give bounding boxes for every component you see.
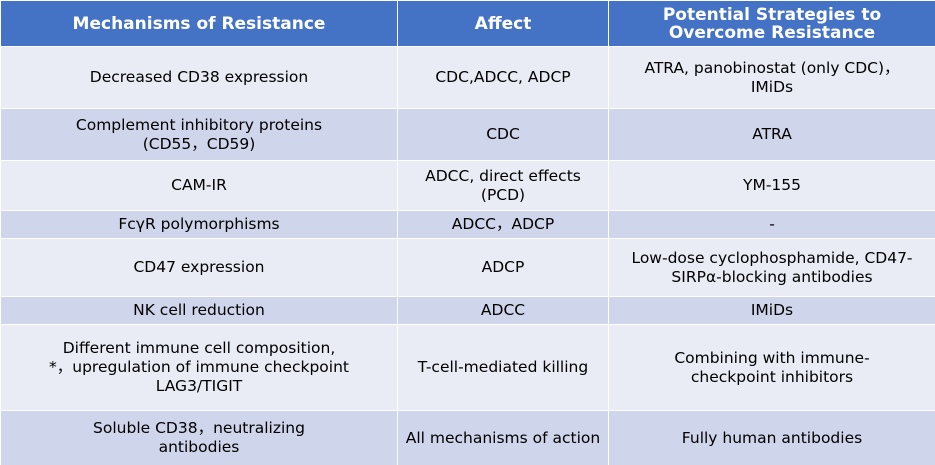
cell-text: - bbox=[769, 215, 775, 233]
cell-text: CDC,ADCC, ADCP bbox=[435, 68, 571, 86]
cell-text: IMiDs bbox=[750, 301, 794, 319]
table-row: Complement inhibitory proteins (CD55，CD5… bbox=[0, 108, 935, 161]
cell-text: Combining with immune-checkpoint inhibit… bbox=[674, 348, 870, 386]
cell-strategy: ATRA, panobinostat (only CDC)，IMiDs bbox=[608, 46, 935, 109]
cell-mechanism: Decreased CD38 expression bbox=[0, 46, 398, 109]
cell-strategy: - bbox=[608, 210, 935, 239]
cell-affect: CDC,ADCC, ADCP bbox=[397, 46, 609, 109]
cell-affect: CDC bbox=[397, 108, 609, 161]
cell-text: CD47 expression bbox=[133, 258, 265, 276]
cell-text: Decreased CD38 expression bbox=[89, 68, 309, 86]
cell-text: ADCP bbox=[481, 258, 525, 276]
table-row: Soluble CD38，neutralizing antibodies All… bbox=[0, 410, 935, 465]
cell-affect: ADCP bbox=[397, 238, 609, 297]
cell-text: All mechanisms of action bbox=[405, 428, 601, 447]
cell-text: CAM-IR bbox=[171, 176, 227, 194]
header-strategies-label: Potential Strategies to Overcome Resista… bbox=[662, 4, 882, 43]
cell-strategy: IMiDs bbox=[608, 296, 935, 325]
cell-strategy: Low-dose cyclophosphamide, CD47-SIRPα-bl… bbox=[608, 238, 935, 297]
cell-affect: ADCC bbox=[397, 296, 609, 325]
cell-text: Fully human antibodies bbox=[681, 428, 863, 447]
table-row: FcγR polymorphisms ADCC，ADCP - bbox=[0, 210, 935, 239]
cell-mechanism: CAM-IR bbox=[0, 160, 398, 211]
header-mechanisms-label: Mechanisms of Resistance bbox=[72, 13, 326, 34]
cell-mechanism: FcγR polymorphisms bbox=[0, 210, 398, 239]
table-row: CD47 expression ADCP Low-dose cyclophosp… bbox=[0, 238, 935, 297]
cell-text: ATRA, panobinostat (only CDC)，IMiDs bbox=[644, 58, 900, 96]
cell-text: ADCC bbox=[480, 301, 526, 319]
table-row: CAM-IR ADCC, direct effects (PCD) YM-155 bbox=[0, 160, 935, 211]
cell-text: NK cell reduction bbox=[133, 301, 265, 319]
cell-text: Complement inhibitory proteins (CD55，CD5… bbox=[75, 115, 323, 153]
cell-text: T-cell-mediated killing bbox=[417, 358, 589, 376]
cell-mechanism: CD47 expression bbox=[0, 238, 398, 297]
cell-affect: T-cell-mediated killing bbox=[397, 324, 609, 411]
cell-mechanism: Soluble CD38，neutralizing antibodies bbox=[0, 410, 398, 465]
cell-text: FcγR polymorphisms bbox=[118, 215, 280, 233]
cell-text: ATRA bbox=[752, 125, 792, 143]
cell-text: Soluble CD38，neutralizing antibodies bbox=[93, 419, 305, 456]
header-affect-label: Affect bbox=[474, 13, 532, 34]
cell-text: ADCC, direct effects (PCD) bbox=[425, 166, 581, 204]
cell-mechanism: Complement inhibitory proteins (CD55，CD5… bbox=[0, 108, 398, 161]
header-strategies: Potential Strategies to Overcome Resista… bbox=[608, 0, 935, 47]
cell-mechanism: Different immune cell composition, *，upr… bbox=[0, 324, 398, 411]
cell-strategy: ATRA bbox=[608, 108, 935, 161]
header-affect: Affect bbox=[397, 0, 609, 47]
table-row: Decreased CD38 expression CDC,ADCC, ADCP… bbox=[0, 46, 935, 109]
cell-text: Different immune cell composition, *，upr… bbox=[49, 339, 349, 395]
header-mechanisms: Mechanisms of Resistance bbox=[0, 0, 398, 47]
table-row: Different immune cell composition, *，upr… bbox=[0, 324, 935, 411]
cell-text: CDC bbox=[486, 125, 520, 143]
header-row: Mechanisms of Resistance Affect Potentia… bbox=[0, 0, 935, 47]
cell-strategy: Fully human antibodies bbox=[608, 410, 935, 465]
cell-strategy: YM-155 bbox=[608, 160, 935, 211]
cell-affect: ADCC，ADCP bbox=[397, 210, 609, 239]
cell-text: ADCC，ADCP bbox=[451, 215, 555, 233]
cell-affect: ADCC, direct effects (PCD) bbox=[397, 160, 609, 211]
cell-mechanism: NK cell reduction bbox=[0, 296, 398, 325]
cell-text: Low-dose cyclophosphamide, CD47-SIRPα-bl… bbox=[631, 248, 913, 286]
cell-affect: All mechanisms of action bbox=[397, 410, 609, 465]
table-row: NK cell reduction ADCC IMiDs bbox=[0, 296, 935, 325]
cell-strategy: Combining with immune-checkpoint inhibit… bbox=[608, 324, 935, 411]
cell-text: YM-155 bbox=[742, 176, 802, 194]
